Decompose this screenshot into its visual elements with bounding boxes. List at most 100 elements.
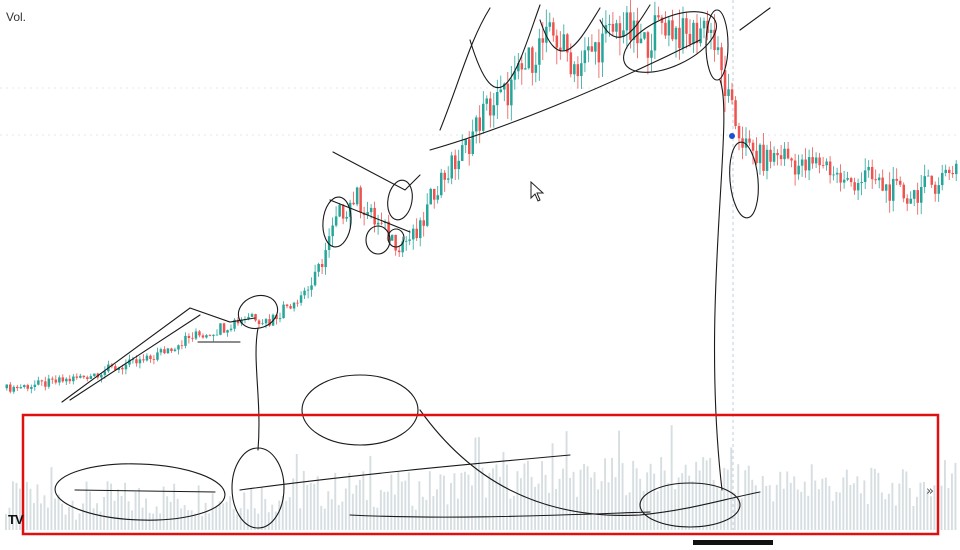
volume-bar-233 [821,478,824,530]
volume-bar-85 [302,471,305,530]
volume-bar-189 [667,483,670,530]
candle-body-89 [317,264,320,272]
volume-bar-102 [362,471,365,530]
volume-bar-75 [267,512,270,530]
volume-bar-68 [243,492,246,530]
candle-body-0 [5,384,8,389]
candle-body-243 [856,183,860,191]
scroll-right-button[interactable]: » [926,484,934,499]
candle-body-146 [517,63,520,72]
volume-bar-235 [828,486,831,530]
candle-body-107 [380,222,383,224]
candle-body-58 [208,335,212,336]
volume-bar-38 [138,487,140,530]
volume-bar-29 [106,481,109,530]
candle-body-145 [513,71,517,80]
volume-bar-162 [572,471,575,530]
candle-body-149 [527,47,531,69]
candle-body-194 [685,18,688,34]
volume-bar-172 [607,482,610,530]
candle-body-40 [145,355,149,361]
annotation-breakout-drop-line [255,327,260,451]
volume-bar-219 [772,501,775,530]
volume-bar-198 [698,470,701,530]
volume-bar-59 [211,493,214,530]
candle-body-51 [184,335,187,346]
volume-bar-46 [166,496,169,530]
candle-body-267 [941,173,944,186]
candle-body-92 [327,236,331,250]
volume-bar-169 [597,489,599,530]
candle-body-266 [937,185,940,194]
volume-bar-117 [414,509,417,530]
annotation-wave-d [599,4,651,38]
candle-body-160 [566,34,569,53]
annotation-flag-bottom [329,199,411,233]
candle-body-134 [475,117,478,132]
volume-bar-191 [674,489,677,530]
candle-body-15 [58,377,61,383]
candle-body-53 [191,337,194,339]
candle-body-1 [9,384,12,392]
candle-body-265 [934,184,937,194]
candle-body-170 [601,33,604,63]
candle-body-220 [776,153,779,156]
volume-bar-0 [5,514,7,530]
volume-bar-8 [33,503,35,530]
volume-bar-45 [162,486,165,530]
candle-body-31 [114,366,117,370]
volume-bar-116 [411,505,414,530]
candle-body-127 [450,155,453,179]
volume-bar-54 [194,513,197,530]
volume-bar-28 [103,497,105,530]
volume-bar-109 [386,491,389,530]
volume-bar-197 [695,461,698,530]
volume-bar-211 [744,470,747,530]
volume-bar-214 [754,485,757,530]
volume-bar-205 [723,467,726,530]
volume-bar-41 [148,512,151,530]
volume-bar-132 [467,474,470,530]
volume-bar-35 [127,501,130,530]
candle-body-93 [331,225,334,237]
candle-body-23 [86,377,89,379]
candle-body-155 [548,22,552,27]
candle-body-144 [510,79,513,106]
candle-body-67 [240,319,243,324]
volume-bar-4 [19,488,21,530]
volume-bar-174 [614,477,617,530]
volume-bar-17 [64,514,67,530]
volume-bar-164 [579,469,582,530]
volume-bar-100 [355,485,358,530]
volume-bar-62 [222,503,225,530]
volume-bar-120 [425,499,428,530]
candle-body-86 [306,289,310,291]
candle-body-241 [849,178,853,183]
candle-body-60 [215,334,219,336]
volume-bar-256 [901,469,904,530]
volume-bar-88 [313,483,316,530]
candle-body-94 [334,216,338,226]
candle-body-151 [534,64,538,73]
volume-bar-115 [407,472,410,530]
candle-body-158 [559,47,562,50]
candle-body-263 [927,175,930,177]
candle-body-44 [159,349,163,353]
volume-bar-108 [383,491,386,530]
candle-body-227 [800,159,804,166]
candle-body-196 [692,22,695,45]
candle-body-197 [695,22,699,44]
volume-bar-15 [57,494,60,530]
candle-body-248 [874,179,877,181]
candle-body-140 [496,92,499,106]
candle-body-224 [790,158,793,161]
candle-body-256 [902,184,905,199]
candle-body-87 [310,285,313,290]
candle-body-96 [341,204,345,219]
candle-body-169 [597,42,601,63]
volume-bar-131 [464,471,466,530]
candle-body-32 [117,367,121,370]
candle-body-174 [615,23,618,32]
volume-bar-81 [288,497,291,530]
